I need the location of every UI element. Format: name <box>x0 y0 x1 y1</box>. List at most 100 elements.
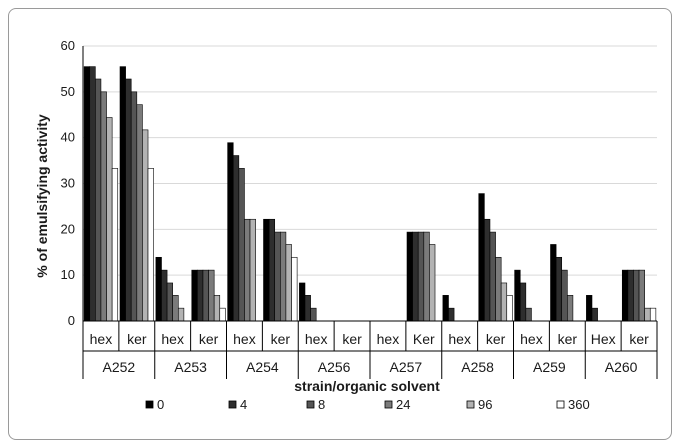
strain-label: A260 <box>605 359 638 375</box>
strain-label: A257 <box>390 359 423 375</box>
solvent-label: ker <box>558 331 578 347</box>
strain-label: A254 <box>246 359 279 375</box>
y-tick-label: 0 <box>68 313 75 328</box>
bar <box>429 244 436 322</box>
bar <box>310 307 317 322</box>
bar <box>412 231 419 322</box>
bar <box>495 256 502 322</box>
legend: 0 4 8 24 96 360 <box>145 397 590 412</box>
legend-label: 0 <box>157 397 164 412</box>
bar <box>125 78 132 322</box>
legend-swatch <box>384 400 393 409</box>
y-tick-label: 10 <box>61 267 75 282</box>
bar <box>249 218 256 322</box>
strain-label: A256 <box>318 359 351 375</box>
bar <box>202 269 209 322</box>
legend-swatch <box>228 400 237 409</box>
strain-label: A259 <box>533 359 566 375</box>
legend-swatch <box>145 400 154 409</box>
bars <box>83 66 657 322</box>
solvent-label: hex <box>305 331 328 347</box>
y-tick-label: 50 <box>61 84 75 99</box>
bar <box>484 218 491 322</box>
bar <box>172 295 179 322</box>
bar <box>232 155 240 322</box>
strain-label: A253 <box>174 359 207 375</box>
bar <box>561 269 568 322</box>
bar <box>238 168 245 322</box>
solvent-label: hex <box>161 331 184 347</box>
bar <box>489 231 496 322</box>
bar <box>442 295 449 322</box>
bar <box>95 78 102 322</box>
bar <box>268 218 276 322</box>
bar <box>638 269 645 322</box>
bar <box>621 269 629 322</box>
bar <box>119 66 126 322</box>
bar <box>142 129 149 322</box>
bar <box>274 231 281 322</box>
legend-label: 8 <box>318 397 325 412</box>
bar <box>161 269 168 322</box>
bar <box>299 282 306 322</box>
legend-swatch <box>466 400 475 409</box>
solvent-label: hex <box>233 331 256 347</box>
axes <box>82 46 658 379</box>
x-axis-label: strain/organic solvent <box>294 378 440 394</box>
bar <box>155 256 162 322</box>
bar <box>106 117 113 322</box>
bar <box>83 66 91 322</box>
bar <box>478 193 485 322</box>
bar <box>555 256 563 322</box>
bar <box>100 91 107 322</box>
bar <box>304 295 311 322</box>
bar <box>136 104 143 322</box>
solvent-label: ker <box>199 331 219 347</box>
bar <box>111 168 119 322</box>
legend-label: 96 <box>478 397 492 412</box>
solvent-label: ker <box>271 331 291 347</box>
bar <box>649 307 657 322</box>
bar <box>130 91 138 322</box>
bar <box>213 295 221 322</box>
bar <box>89 66 96 322</box>
legend-swatch <box>306 400 315 409</box>
bar <box>506 295 513 322</box>
bar <box>586 295 593 322</box>
bar <box>219 307 226 322</box>
bar <box>291 256 298 322</box>
legend-label: 24 <box>396 397 410 412</box>
bar <box>423 231 430 322</box>
chart-frame: % of emulsifying activity strain/organic… <box>8 8 672 440</box>
solvent-label: ker <box>342 331 362 347</box>
y-axis-label: % of emulsifying activity <box>34 114 50 278</box>
y-tick-label: 60 <box>61 38 75 53</box>
legend-swatch <box>556 400 565 409</box>
bar <box>227 142 234 322</box>
solvent-label: Ker <box>413 331 435 347</box>
strain-label: A258 <box>461 359 494 375</box>
bar <box>166 282 173 322</box>
chart-svg: % of emulsifying activity strain/organic… <box>34 38 658 412</box>
bar <box>417 231 425 322</box>
bar <box>208 269 215 322</box>
solvent-label: ker <box>629 331 649 347</box>
bar <box>633 269 640 322</box>
solvent-label: hex <box>448 331 471 347</box>
bar <box>567 295 574 322</box>
gridlines <box>83 45 657 276</box>
legend-label: 4 <box>240 397 247 412</box>
bar <box>285 244 292 322</box>
bar <box>448 307 455 322</box>
bar <box>177 307 185 322</box>
bar <box>519 282 527 322</box>
solvent-label: hex <box>377 331 400 347</box>
y-tick-label: 30 <box>61 176 75 191</box>
bar <box>147 168 154 322</box>
bar <box>191 269 198 322</box>
solvent-label: hex <box>90 331 113 347</box>
strain-label: A252 <box>103 359 136 375</box>
bar <box>644 307 651 322</box>
bar <box>550 244 557 322</box>
bar <box>244 218 251 322</box>
